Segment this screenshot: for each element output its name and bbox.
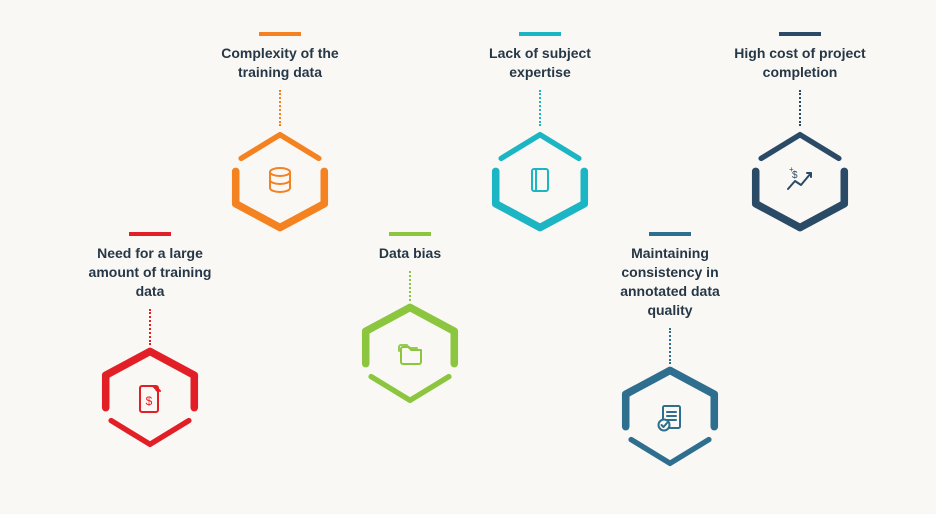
- node-need-large-data: $ Need for a large amount of training dat…: [80, 232, 220, 453]
- connector: [279, 90, 281, 126]
- accent-bar: [389, 232, 431, 236]
- connector: [149, 309, 151, 345]
- svg-text:$: $: [146, 394, 153, 408]
- connector: [669, 328, 671, 364]
- accent-bar: [259, 32, 301, 36]
- connector: [799, 90, 801, 126]
- node-lack-expertise: Lack of subject expertise: [470, 32, 610, 234]
- node-complexity-data: Complexity of the training data: [210, 32, 350, 234]
- accent-bar: [649, 232, 691, 236]
- connector: [409, 271, 411, 301]
- hexagon: $: [96, 345, 204, 453]
- accent-bar: [519, 32, 561, 36]
- node-consistency: Maintaining consistency in annotated dat…: [600, 232, 740, 472]
- hexagon: [356, 301, 464, 409]
- node-label: Data bias: [379, 244, 441, 263]
- node-label: Maintaining consistency in annotated dat…: [600, 244, 740, 320]
- node-high-cost: High cost of project completion $+: [730, 32, 870, 234]
- node-label: Lack of subject expertise: [470, 44, 610, 82]
- node-label: Complexity of the training data: [210, 44, 350, 82]
- hexagon: $+: [746, 126, 854, 234]
- svg-text:+: +: [789, 165, 794, 174]
- hexagon: [486, 126, 594, 234]
- accent-bar: [779, 32, 821, 36]
- node-label: High cost of project completion: [730, 44, 870, 82]
- accent-bar: [129, 232, 171, 236]
- hexagon: [616, 364, 724, 472]
- connector: [539, 90, 541, 126]
- node-label: Need for a large amount of training data: [80, 244, 220, 301]
- hexagon: [226, 126, 334, 234]
- node-data-bias: Data bias: [340, 232, 480, 409]
